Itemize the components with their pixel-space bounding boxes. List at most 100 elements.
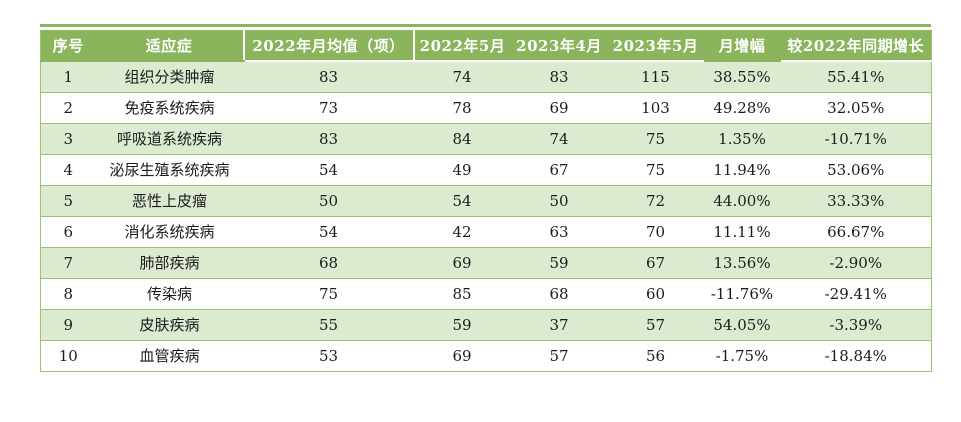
table-cell: 11.94% [703,154,781,186]
table-cell: 103 [607,92,704,124]
indications-table-container: 序号 适应症 2022年月均值（项） 2022年5月 2023年4月 2023年5月 月增幅… [40,24,932,372]
indications-table: 序号 适应症 2022年月均值（项） 2022年5月 2023年4月 2023年5月 月增幅… [40,30,932,372]
table-cell: 83 [510,61,608,93]
table-cell: 67 [510,154,608,186]
table-cell: 69 [413,340,511,372]
table-cell: -2.90% [780,247,932,279]
table-row: 8 传染病 75 85 68 60 -11.76% -29.41% [40,278,932,310]
table-cell: 85 [413,278,511,310]
table-cell: 69 [510,92,608,124]
table-cell: 消化系统疾病 [95,216,244,248]
table-cell: 68 [243,247,414,279]
table-cell: 55.41% [780,61,932,93]
table-cell: 54 [243,154,414,186]
table-cell: 9 [40,309,96,341]
table-header: 序号 适应症 2022年月均值（项） 2022年5月 2023年4月 2023年5月 月增幅… [40,30,932,62]
table-cell: 呼吸道系统疾病 [95,123,244,155]
table-cell: 68 [510,278,608,310]
table-cell: 1.35% [703,123,781,155]
table-cell: 38.55% [703,61,781,93]
column-header: 2022年5月 [413,30,511,62]
table-cell: 78 [413,92,511,124]
table-cell: -29.41% [780,278,932,310]
table-cell: 83 [243,123,414,155]
table-cell: -10.71% [780,123,932,155]
table-cell: 7 [40,247,96,279]
table-row: 9 皮肤疾病 55 59 37 57 54.05% -3.39% [40,309,932,341]
table-row: 6 消化系统疾病 54 42 63 70 11.11% 66.67% [40,216,932,248]
table-row: 5 恶性上皮瘤 50 54 50 72 44.00% 33.33% [40,185,932,217]
table-cell: 3 [40,123,96,155]
table-cell: 69 [413,247,511,279]
table-cell: 84 [413,123,511,155]
table-cell: 75 [607,154,704,186]
table-cell: 53 [243,340,414,372]
table-cell: 75 [607,123,704,155]
table-row: 2 免疫系统疾病 73 78 69 103 49.28% 32.05% [40,92,932,124]
table-cell: 73 [243,92,414,124]
table-cell: 49 [413,154,511,186]
table-cell: 55 [243,309,414,341]
table-row: 1 组织分类肿瘤 83 74 83 115 38.55% 55.41% [40,61,932,93]
column-header: 月增幅 [703,30,781,62]
column-header: 2022年月均值（项） [242,30,415,62]
table-cell: 32.05% [780,92,932,124]
table-cell: 57 [607,309,704,341]
table-cell: 72 [607,185,704,217]
table-cell: 组织分类肿瘤 [95,61,244,93]
table-cell: -18.84% [780,340,932,372]
table-cell: 11.11% [703,216,781,248]
table-cell: 33.33% [780,185,932,217]
table-cell: 肺部疾病 [95,247,244,279]
table-cell: 66.67% [780,216,932,248]
table-cell: 54.05% [703,309,781,341]
table-cell: 56 [607,340,704,372]
table-cell: 49.28% [703,92,781,124]
table-cell: 血管疾病 [95,340,244,372]
table-cell: 5 [40,185,96,217]
column-header: 较2022年同期增长 [780,30,932,62]
table-cell: 83 [243,61,414,93]
table-cell: 60 [607,278,704,310]
table-cell: 50 [243,185,414,217]
table-cell: 115 [607,61,704,93]
table-cell: 44.00% [703,185,781,217]
table-cell: 1 [40,61,96,93]
table-cell: 4 [40,154,96,186]
table-cell: 皮肤疾病 [95,309,244,341]
table-cell: 70 [607,216,704,248]
table-body: 1 组织分类肿瘤 83 74 83 115 38.55% 55.41% 2 免疫系统疾病 73 78 6… [40,61,932,372]
table-cell: 59 [510,247,608,279]
table-cell: 59 [413,309,511,341]
table-cell: 74 [510,123,608,155]
table-cell: 13.56% [703,247,781,279]
table-cell: 37 [510,309,608,341]
table-cell: 54 [413,185,511,217]
table-cell: 2 [40,92,96,124]
table-cell: 75 [243,278,414,310]
column-header: 适应症 [95,30,244,62]
table-cell: -11.76% [703,278,781,310]
header-row: 序号 适应症 2022年月均值（项） 2022年5月 2023年4月 2023年5月 月增幅… [40,30,932,62]
table-cell: 8 [40,278,96,310]
table-cell: 泌尿生殖系统疾病 [95,154,244,186]
table-row: 7 肺部疾病 68 69 59 67 13.56% -2.90% [40,247,932,279]
table-row: 3 呼吸道系统疾病 83 84 74 75 1.35% -10.71% [40,123,932,155]
table-row: 4 泌尿生殖系统疾病 54 49 67 75 11.94% 53.06% [40,154,932,186]
table-cell: -3.39% [780,309,932,341]
table-cell: 6 [40,216,96,248]
table-row: 10 血管疾病 53 69 57 56 -1.75% -18.84% [40,340,932,372]
table-cell: 53.06% [780,154,932,186]
table-cell: 传染病 [95,278,244,310]
table-cell: 54 [243,216,414,248]
column-header: 2023年4月 [510,30,608,62]
table-cell: 67 [607,247,704,279]
column-header: 序号 [40,30,96,62]
table-cell: -1.75% [703,340,781,372]
table-cell: 74 [413,61,511,93]
table-cell: 10 [40,340,96,372]
table-top-rule [40,24,931,27]
column-header: 2023年5月 [607,30,704,62]
table-cell: 免疫系统疾病 [95,92,244,124]
table-cell: 42 [413,216,511,248]
